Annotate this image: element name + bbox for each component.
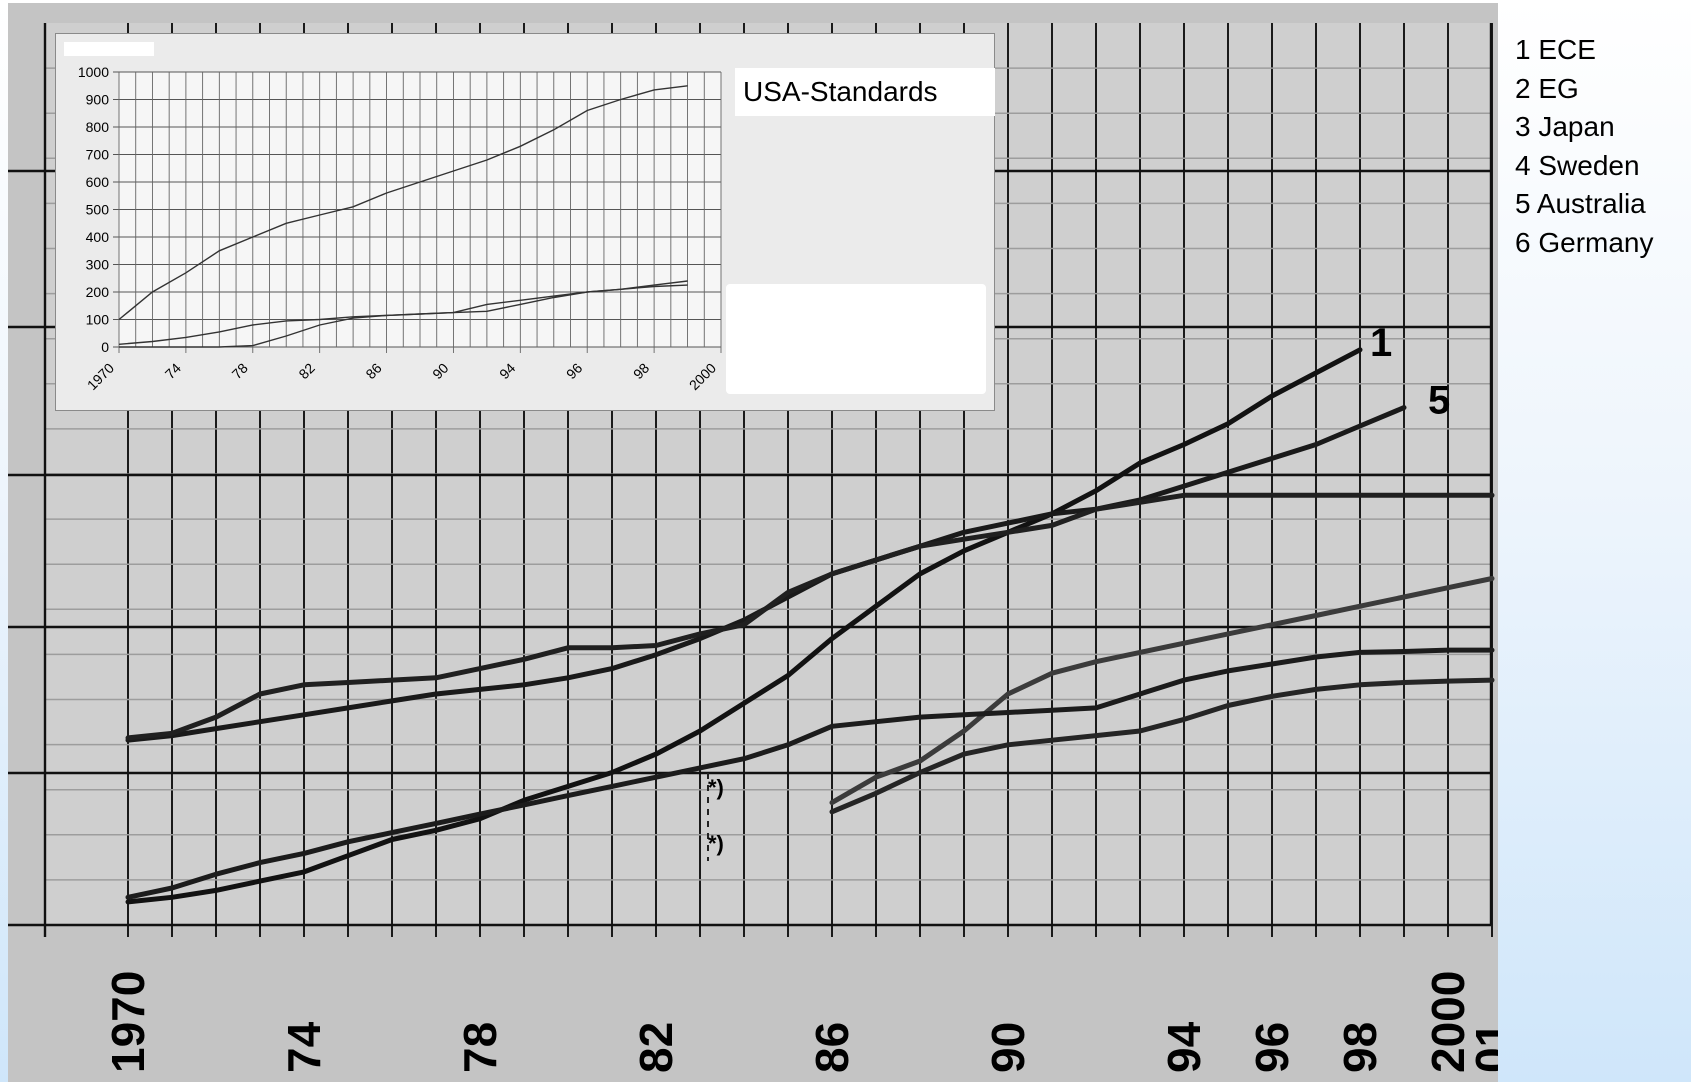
main-lines	[125, 347, 1495, 905]
inset-y-tick-label: 600	[86, 174, 110, 190]
legend-item-germany: 6 Germany	[1515, 226, 1654, 258]
x-tick-label: 1970	[102, 971, 154, 1073]
x-tick-label: 78	[454, 1022, 506, 1073]
series-end-labels: 123456	[1370, 321, 1450, 423]
inset-y-tick-label: 100	[86, 312, 110, 328]
inset-x-tick-label: 78	[229, 360, 251, 382]
x-tick-label: 96	[1246, 1022, 1298, 1073]
inset-y-tick-label: 300	[86, 257, 110, 273]
inset-x-tick-label: 82	[295, 360, 317, 382]
inset-y-tick-label: 900	[86, 92, 110, 108]
inset-title: USA-Standards	[735, 68, 995, 116]
series-line-4	[829, 677, 1495, 815]
x-tick-label: 98	[1334, 1022, 1386, 1073]
inset-y-tick-label: 700	[86, 147, 110, 163]
inset-lines	[118, 85, 688, 348]
inset-y-tick-label: 500	[86, 202, 110, 218]
inset-x-tick-label: 94	[496, 360, 518, 382]
series-line-1	[125, 347, 1363, 905]
legend-item-eg: 2 EG	[1515, 72, 1579, 104]
inset-x-tick-label: 74	[162, 360, 184, 382]
inset-blank-patch	[726, 284, 986, 394]
legend-item-australia: 5 Australia	[1515, 188, 1646, 219]
footnote-marker-1: *)	[708, 775, 724, 800]
inset-x-tick-label: 96	[563, 360, 585, 382]
inset-series-line	[118, 85, 688, 321]
inset-x-tick-label: 86	[362, 360, 384, 382]
x-tick-label: 94	[1158, 1021, 1210, 1073]
legend: 1 ECE 2 EG 3 Japan 4 Sweden 5 Australia …	[1515, 31, 1654, 262]
x-tick-label: 01	[1466, 1022, 1498, 1073]
series-line-6	[125, 492, 1495, 741]
inset-x-tick-label: 2000	[686, 360, 719, 393]
series-line-2	[829, 576, 1495, 806]
x-tick-label: 82	[630, 1022, 682, 1073]
inset-blank-patch	[64, 42, 154, 56]
inset-x-tick-label: 90	[429, 360, 451, 382]
legend-item-ece: 1 ECE	[1515, 34, 1596, 65]
inset-x-tick-label: 98	[630, 360, 652, 382]
inset-y-tick-label: 200	[86, 284, 110, 300]
legend-item-sweden: 4 Sweden	[1515, 149, 1640, 181]
series-line-3	[125, 647, 1495, 900]
x-tick-label: 90	[982, 1022, 1034, 1073]
inset-x-tick-label: 1970	[84, 360, 117, 393]
x-tick-label: 74	[278, 1021, 330, 1073]
footnote-marker-2: *)	[708, 831, 724, 856]
series-end-label-5: 5	[1428, 379, 1450, 423]
inset-x-tick-labels: 1970 74 78 82 86 90 94 96 98 2000	[84, 360, 719, 393]
x-tick-label: 86	[806, 1022, 858, 1073]
inset-grid	[113, 71, 722, 353]
inset-series-line	[119, 284, 688, 348]
legend-item-japan: 3 Japan	[1515, 111, 1615, 142]
x-tick-label: 2000	[1422, 971, 1474, 1073]
series-end-label-1: 1	[1370, 321, 1392, 365]
inset-y-tick-label: 800	[86, 119, 110, 135]
usa-standards-inset: 1000 900 800 700 600 500 400 300 200 100 0 1970 74 7…	[55, 33, 995, 411]
inset-y-tick-label: 400	[86, 229, 110, 245]
inset-y-tick-label: 1000	[78, 64, 109, 80]
inset-y-tick-label: 0	[101, 339, 109, 355]
